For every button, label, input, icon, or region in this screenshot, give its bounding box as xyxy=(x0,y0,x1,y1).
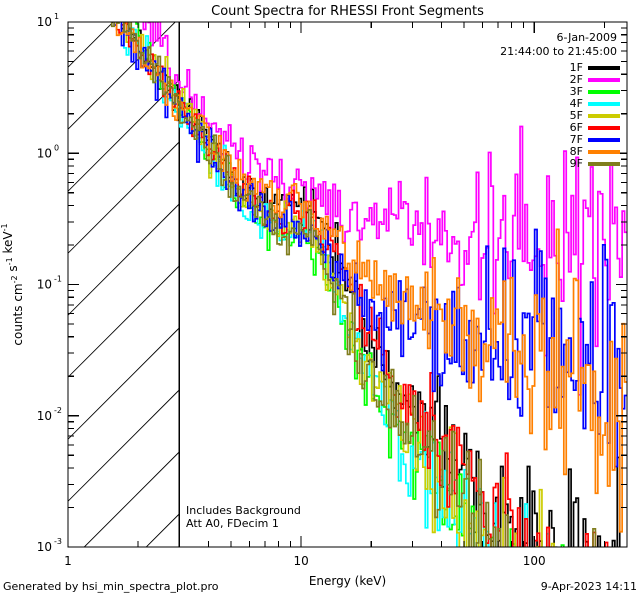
figure-footer: Generated by hsi_min_spectra_plot.pro 9-A… xyxy=(3,580,637,593)
y-tick-exponent: -1 xyxy=(54,275,62,284)
legend-label: 6F xyxy=(570,121,583,134)
hatch-line xyxy=(68,203,180,316)
legend-item-4f[interactable]: 4F xyxy=(570,97,620,110)
hatch-line xyxy=(68,389,180,502)
legend-label: 9F xyxy=(570,157,583,170)
legend-label: 1F xyxy=(570,61,583,74)
hatch-line xyxy=(68,141,180,254)
y-tick-exponent: -3 xyxy=(54,537,62,546)
y-tick-mantissa: 10 xyxy=(37,278,52,292)
y-tick-label: 10 0 xyxy=(37,143,59,160)
hatch-line xyxy=(83,451,180,547)
y-axis-label-part: s xyxy=(6,265,20,275)
y-tick-mantissa: 10 xyxy=(37,146,52,160)
annotation-line: Includes Background xyxy=(186,504,301,517)
x-tick-labels: 1 10 100 xyxy=(64,554,546,568)
y-tick-label: 10 -3 xyxy=(37,537,62,554)
legend-item-2f[interactable]: 2F xyxy=(570,73,620,86)
y-axis-label: counts cm-2 s-1 keV-1 xyxy=(0,223,25,345)
legend-label: 5F xyxy=(570,109,583,122)
legend-label: 8F xyxy=(570,145,583,158)
legend-label: 3F xyxy=(570,85,583,98)
plot-title-text: Count Spectra for RHESSI Front Segments xyxy=(211,4,484,19)
y-tick-exponent: 0 xyxy=(54,143,59,152)
y-tick-mantissa: 10 xyxy=(37,409,52,423)
y-tick-exponent: -2 xyxy=(54,406,62,415)
legend-item-7f[interactable]: 7F xyxy=(570,133,620,146)
legend-item-9f[interactable]: 9F xyxy=(570,157,620,170)
y-tick-mantissa: 10 xyxy=(37,15,52,29)
legend-label: 2F xyxy=(570,73,583,86)
y-axis-label-text: counts cm-2 s-1 keV-1 xyxy=(0,223,25,345)
spectrum-line-9f xyxy=(110,22,597,547)
legend-label: 7F xyxy=(570,133,583,146)
hatch-line xyxy=(68,22,114,68)
observation-date: 6-Jan-2009 xyxy=(557,31,618,44)
y-axis-label-exponent: -1 xyxy=(5,257,14,265)
footer-generated-by: Generated by hsi_min_spectra_plot.pro xyxy=(3,580,219,593)
y-tick-exponent: 1 xyxy=(54,12,59,21)
y-tick-label: 10 -1 xyxy=(37,275,62,292)
plot-title: Count Spectra for RHESSI Front Segments xyxy=(211,4,484,19)
y-axis-label-exponent: -2 xyxy=(10,275,19,283)
hatch-line xyxy=(68,265,180,378)
x-axis-label: Energy (keV) xyxy=(309,574,386,588)
y-axis-label-exponent: -1 xyxy=(0,223,9,231)
observation-time-range: 21:44:00 to 21:45:00 xyxy=(500,45,617,58)
spectrum-line-8f xyxy=(115,22,627,533)
hatch-line xyxy=(145,513,180,547)
x-tick-label: 100 xyxy=(523,554,546,568)
legend-item-5f[interactable]: 5F xyxy=(570,109,620,122)
y-tick-label: 10 1 xyxy=(37,12,59,29)
legend-item-3f[interactable]: 3F xyxy=(570,85,620,98)
footer-timestamp: 9-Apr-2023 14:11 xyxy=(541,580,637,593)
legend-item-8f[interactable]: 8F xyxy=(570,145,620,158)
spectra-curves xyxy=(110,22,627,547)
hatch-line xyxy=(68,327,180,440)
legend-item-6f[interactable]: 6F xyxy=(570,121,620,134)
y-tick-mantissa: 10 xyxy=(37,540,52,554)
hatch-line xyxy=(68,0,179,5)
y-axis-label-part: keV xyxy=(1,231,15,258)
x-tick-label: 10 xyxy=(293,554,308,568)
annotation-line: Att A0, FDecim 1 xyxy=(186,517,279,530)
spectrum-line-5f xyxy=(118,22,555,547)
legend-item-1f[interactable]: 1F xyxy=(570,61,620,74)
y-axis-label-part: counts cm xyxy=(11,283,25,345)
x-tick-label: 1 xyxy=(64,554,72,568)
spectrum-line-2f xyxy=(142,22,627,396)
y-tick-label: 10 -2 xyxy=(37,406,62,423)
x-axis-label-text: Energy (keV) xyxy=(309,574,386,588)
legend-label: 4F xyxy=(570,97,583,110)
hatch-line xyxy=(68,79,180,192)
